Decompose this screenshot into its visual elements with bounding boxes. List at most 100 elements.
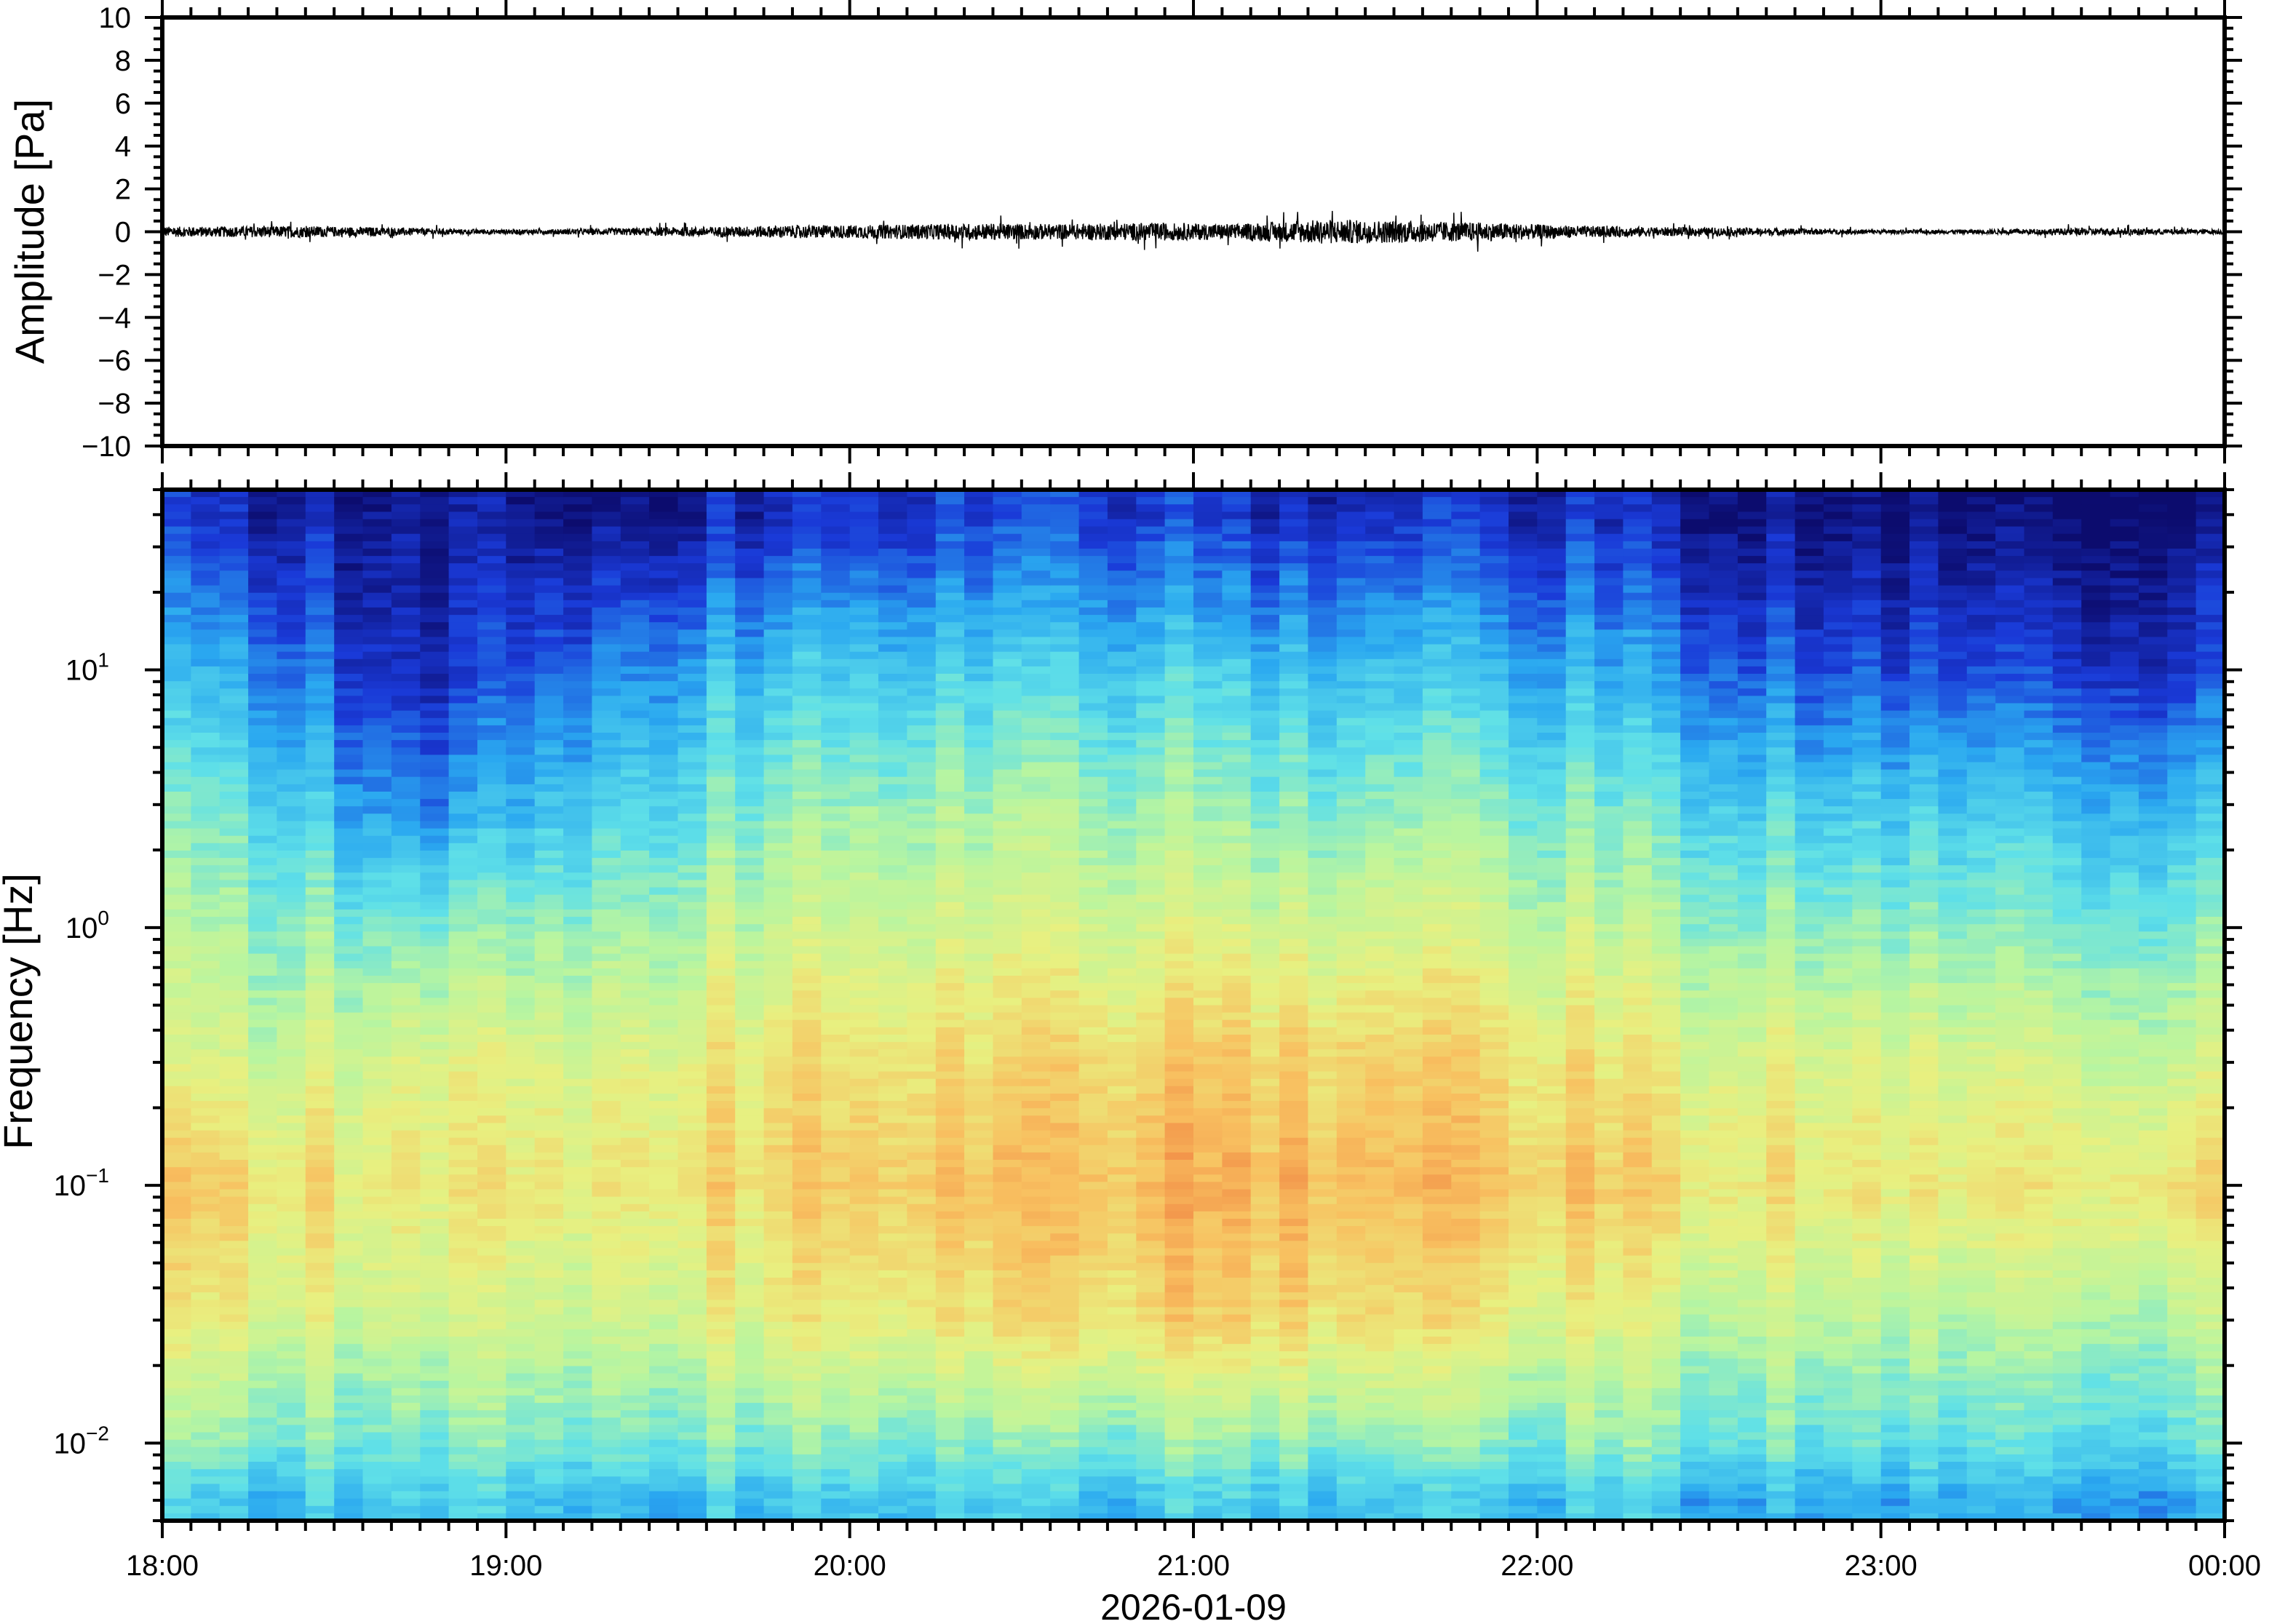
heatmap-cell xyxy=(907,931,937,939)
heatmap-cell xyxy=(735,1278,765,1286)
heatmap-cell xyxy=(362,1321,392,1330)
heatmap-cell xyxy=(677,1476,707,1484)
heatmap-cell xyxy=(219,960,249,969)
heatmap-cell xyxy=(248,1491,278,1500)
heatmap-cell xyxy=(964,651,994,660)
heatmap-cell xyxy=(191,585,220,594)
heatmap-cell xyxy=(534,1174,564,1182)
heatmap-cell xyxy=(735,1484,765,1492)
heatmap-cell xyxy=(1050,1505,1080,1514)
heatmap-cell xyxy=(1164,799,1194,807)
heatmap-cell xyxy=(993,784,1022,792)
heatmap-cell xyxy=(1136,1064,1166,1072)
heatmap-cell xyxy=(1136,607,1166,616)
heatmap-cell xyxy=(305,570,335,578)
heatmap-cell xyxy=(1164,755,1194,763)
heatmap-cell xyxy=(277,1403,306,1411)
heatmap-cell xyxy=(1078,1078,1108,1087)
heatmap-cell xyxy=(706,887,736,896)
heatmap-cell xyxy=(792,1241,822,1249)
heatmap-cell xyxy=(191,880,220,888)
heatmap-cell xyxy=(706,644,736,653)
heatmap-cell xyxy=(849,674,879,682)
heatmap-cell xyxy=(1021,666,1051,674)
heatmap-cell xyxy=(935,1071,965,1080)
heatmap-cell xyxy=(735,1403,765,1411)
heatmap-cell xyxy=(706,1454,736,1462)
heatmap-cell xyxy=(620,1152,650,1161)
heatmap-cell xyxy=(248,1476,278,1484)
heatmap-cell xyxy=(1021,776,1051,785)
heatmap-cell xyxy=(477,909,506,918)
heatmap-cell xyxy=(935,526,965,535)
heatmap-cell xyxy=(420,901,450,910)
heatmap-cell xyxy=(821,696,851,704)
heatmap-cell xyxy=(420,1115,450,1123)
heatmap-cell xyxy=(248,1152,278,1161)
heatmap-cell xyxy=(620,755,650,763)
heatmap-cell xyxy=(277,1388,306,1396)
heatmap-cell xyxy=(792,960,822,969)
heatmap-cell xyxy=(334,1321,364,1330)
heatmap-cell xyxy=(620,887,650,896)
heatmap-cell xyxy=(1078,1299,1108,1308)
heatmap-cell xyxy=(1136,1203,1166,1212)
heatmap-cell xyxy=(849,821,879,829)
heatmap-cell xyxy=(964,776,994,785)
heatmap-cell xyxy=(763,541,793,549)
heatmap-cell xyxy=(191,1211,220,1219)
heatmap-cell xyxy=(1021,504,1051,512)
heatmap-cell xyxy=(677,1351,707,1359)
heatmap-cell xyxy=(993,1351,1022,1359)
heatmap-cell xyxy=(706,998,736,1006)
heatmap-cell xyxy=(878,835,907,844)
heatmap-cell xyxy=(563,1388,593,1396)
heatmap-cell xyxy=(792,1278,822,1286)
heatmap-cell xyxy=(162,1425,191,1433)
heatmap-cell xyxy=(191,1373,220,1382)
heatmap-cell xyxy=(706,1278,736,1286)
heatmap-cell xyxy=(706,968,736,976)
heatmap-cell xyxy=(849,806,879,814)
heatmap-cell xyxy=(420,1130,450,1139)
heatmap-cell xyxy=(305,1484,335,1492)
heatmap-cell xyxy=(821,1358,851,1366)
heatmap-cell xyxy=(334,637,364,645)
heatmap-cell xyxy=(677,776,707,785)
heatmap-cell xyxy=(706,1219,736,1227)
heatmap-cell xyxy=(362,688,392,696)
heatmap-cell xyxy=(219,519,249,528)
heatmap-cell xyxy=(878,563,907,571)
heatmap-cell xyxy=(735,1454,765,1462)
heatmap-cell xyxy=(277,769,306,778)
heatmap-cell xyxy=(649,968,679,976)
heatmap-cell xyxy=(620,733,650,741)
heatmap-cell xyxy=(964,880,994,888)
heatmap-cell xyxy=(649,519,679,528)
heatmap-cell xyxy=(993,1454,1022,1462)
heatmap-cell xyxy=(563,1366,593,1374)
heatmap-cell xyxy=(448,755,478,763)
heatmap-cell xyxy=(334,1130,364,1139)
heatmap-cell xyxy=(1107,1270,1137,1278)
heatmap-cell xyxy=(191,976,220,984)
heatmap-cell xyxy=(1078,1049,1108,1057)
heatmap-cell xyxy=(305,1064,335,1072)
heatmap-cell xyxy=(935,607,965,616)
heatmap-cell xyxy=(448,1137,478,1146)
heatmap-cell xyxy=(534,688,564,696)
heatmap-cell xyxy=(993,1130,1022,1139)
heatmap-cell xyxy=(821,1351,851,1359)
heatmap-cell xyxy=(677,924,707,932)
heatmap-cell xyxy=(1050,872,1080,880)
heatmap-cell xyxy=(305,851,335,859)
heatmap-cell xyxy=(649,1388,679,1396)
heatmap-cell xyxy=(993,696,1022,704)
heatmap-cell xyxy=(448,703,478,712)
heatmap-cell xyxy=(362,1019,392,1028)
heatmap-cell xyxy=(420,960,450,969)
heatmap-cell xyxy=(420,1439,450,1448)
heatmap-cell xyxy=(592,1137,621,1146)
heatmap-cell xyxy=(907,725,937,733)
heatmap-cell xyxy=(305,762,335,771)
